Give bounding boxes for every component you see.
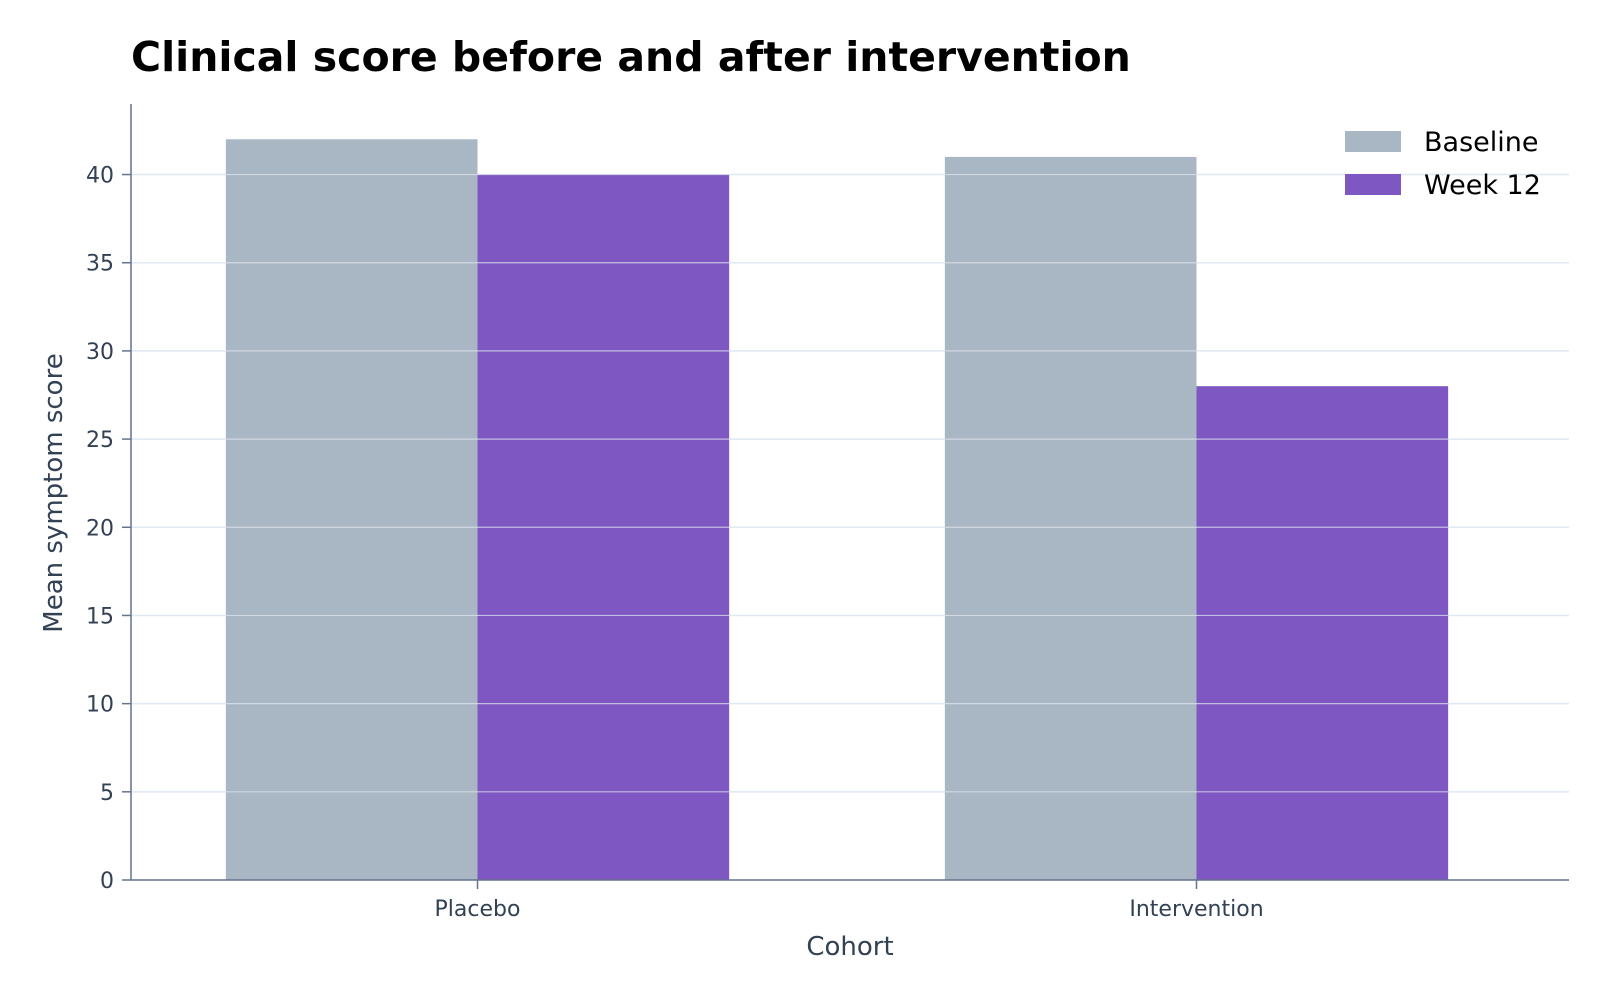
y-tick-label: 40 [86,164,114,189]
x-axis-label: Cohort [806,932,893,962]
y-tick-label: 5 [100,781,114,806]
y-tick-label: 30 [86,340,114,365]
bar-week-12-intervention [1196,386,1449,880]
legend-swatch [1345,174,1401,195]
y-tick-label: 20 [86,516,114,541]
x-axis-ticks: Placebo Intervention [435,880,1264,922]
chart-title: Clinical score before and after interven… [131,33,1131,81]
y-tick-label: 25 [86,428,114,453]
y-tick-label: 0 [100,869,114,894]
y-tick-label: 35 [86,252,114,277]
bar-baseline-placebo [225,139,478,881]
y-axis-ticks: 0 5 10 15 20 25 30 35 40 [86,164,131,894]
x-tick-label: Placebo [435,897,521,922]
legend-swatch [1345,131,1401,152]
bar-baseline-intervention [944,156,1197,881]
legend-label: Baseline [1424,127,1538,158]
y-axis-label: Mean symptom score [39,353,69,632]
y-tick-label: 10 [86,693,114,718]
bars [131,139,1569,881]
legend-label: Week 12 [1424,170,1541,201]
x-tick-label: Intervention [1129,897,1263,922]
y-tick-label: 15 [86,604,114,629]
legend: Baseline Week 12 [1345,127,1541,201]
